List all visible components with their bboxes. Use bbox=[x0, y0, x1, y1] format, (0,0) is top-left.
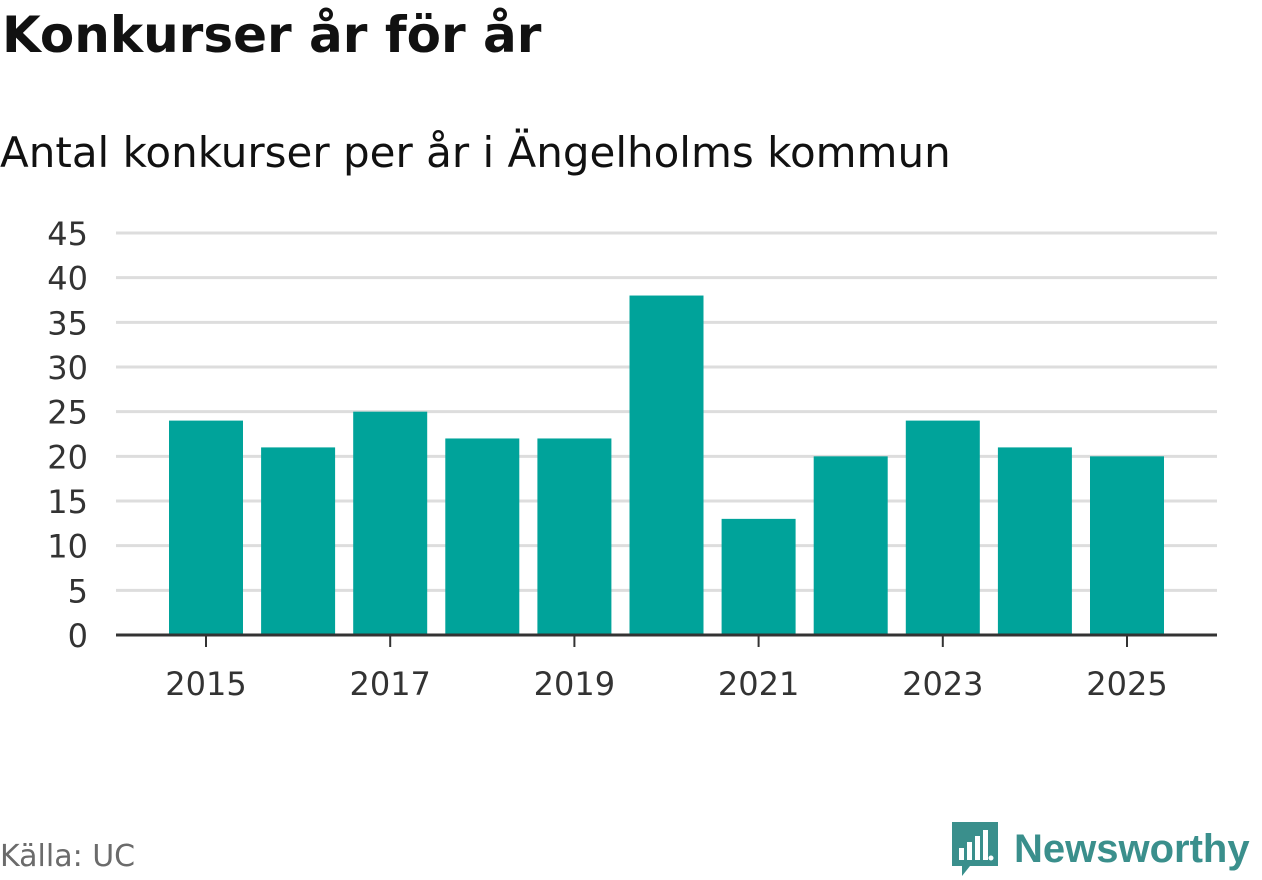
brand-logo: Newsworthy bbox=[950, 818, 1250, 880]
bar-2021 bbox=[721, 518, 796, 635]
y-tick-label: 40 bbox=[47, 260, 88, 298]
x-tick-label: 2019 bbox=[534, 665, 615, 703]
bar-2025 bbox=[1090, 456, 1164, 635]
bar-2023 bbox=[905, 420, 980, 635]
x-tick-label: 2025 bbox=[1086, 665, 1167, 703]
bar-2016 bbox=[261, 447, 336, 635]
newsworthy-logo-icon bbox=[952, 822, 998, 876]
brand-name: Newsworthy bbox=[1014, 826, 1250, 871]
bar-2022 bbox=[813, 456, 888, 635]
y-tick-label: 25 bbox=[47, 394, 88, 432]
bar-2018 bbox=[445, 438, 520, 635]
y-tick-label: 45 bbox=[47, 215, 88, 253]
chart-title: Konkurser år för år bbox=[2, 6, 542, 64]
y-tick-label: 5 bbox=[68, 572, 88, 610]
source-note: Källa: UC bbox=[0, 839, 136, 874]
y-tick-label: 35 bbox=[47, 304, 88, 342]
x-tick-label: 2021 bbox=[718, 665, 799, 703]
bar-2015 bbox=[169, 420, 243, 635]
x-tick-label: 2023 bbox=[902, 665, 983, 703]
chart-subtitle: Antal konkurser per år i Ängelholms komm… bbox=[0, 128, 951, 177]
y-tick-label: 10 bbox=[47, 528, 88, 566]
bar-2024 bbox=[997, 447, 1072, 635]
bar-2019 bbox=[537, 438, 612, 635]
axes bbox=[116, 633, 1217, 647]
y-tick-label: 15 bbox=[47, 483, 88, 521]
bar-2017 bbox=[353, 411, 428, 635]
bar-2020 bbox=[629, 295, 704, 635]
bars bbox=[169, 295, 1164, 635]
x-tick-label: 2015 bbox=[165, 665, 246, 703]
y-tick-label: 20 bbox=[47, 438, 88, 476]
x-tick-label: 2017 bbox=[349, 665, 430, 703]
y-tick-label: 30 bbox=[47, 349, 88, 387]
y-tick-label: 0 bbox=[68, 617, 88, 655]
